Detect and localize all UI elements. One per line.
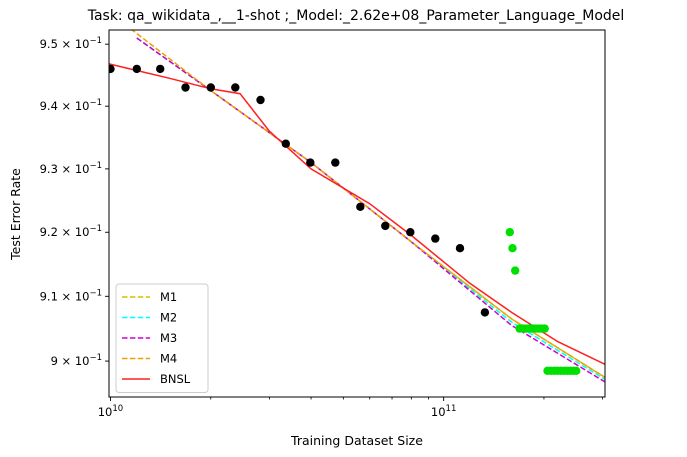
legend-box (115, 283, 209, 393)
train-point (406, 228, 415, 237)
legend-label-m2: M2 (160, 311, 177, 325)
series-line-m4 (131, 30, 605, 379)
legend: M1 M2 M3 M4 BNSL (115, 283, 209, 393)
train-point (480, 308, 490, 317)
train-point (181, 83, 190, 92)
train-point (381, 221, 390, 231)
y-tick-label: 9.1 × 10−1 (40, 288, 102, 303)
y-tick-label: 9 × 10−1 (51, 353, 102, 368)
legend-label-m3: M3 (160, 331, 177, 345)
y-tick-label: 9.5 × 10−1 (40, 36, 102, 51)
train-point (331, 158, 340, 167)
x-tick-label: 1011 (431, 404, 456, 419)
train-point (231, 83, 240, 92)
train-point (256, 95, 265, 105)
train-point (306, 158, 315, 167)
legend-label-m1: M1 (160, 290, 177, 304)
data-points (109, 64, 581, 375)
x-tick-label: 1010 (98, 404, 123, 419)
series-line-bnsl (109, 63, 605, 365)
train-point (356, 202, 365, 211)
train-point (281, 139, 290, 148)
test-point (511, 266, 520, 275)
train-point (109, 64, 115, 74)
train-point (156, 64, 165, 74)
test-point (572, 366, 581, 375)
y-tick-label: 9.2 × 10−1 (40, 224, 102, 239)
chart-title: Task: qa_wikidata_,__1-shot ;_Model:_2.6… (87, 8, 625, 24)
train-point (431, 234, 440, 243)
test-point (505, 228, 514, 237)
y-axis-label: Test Error Rate (8, 168, 23, 261)
axes-frame (108, 29, 606, 398)
y-tick-label: 9.3 × 10−1 (40, 161, 102, 176)
legend-label-m4: M4 (160, 352, 177, 366)
train-point (455, 244, 465, 253)
legend-label-bnsl: BNSL (160, 372, 191, 386)
test-point (540, 324, 549, 333)
train-point (206, 83, 215, 92)
plot-area: 1010 1011 9 × 10−1 9.1 × 10−1 9.2 × 10−1 9.3 … (40, 29, 606, 419)
x-axis-label: Training Dataset Size (290, 433, 423, 448)
test-point (508, 244, 517, 253)
train-point (132, 64, 141, 74)
y-tick-label: 9.4 × 10−1 (40, 98, 102, 113)
